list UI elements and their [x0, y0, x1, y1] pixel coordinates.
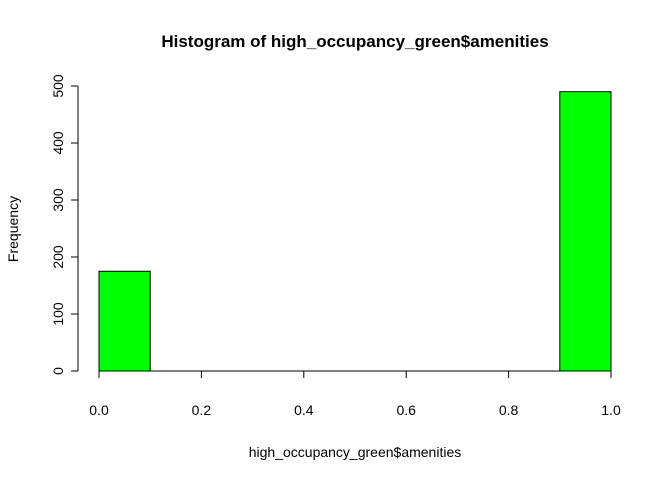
x-tick-label: 0.2 — [192, 402, 212, 418]
x-tick-label: 0.8 — [499, 402, 519, 418]
x-axis: 0.0 0.2 0.4 0.6 0.8 1.0 — [89, 370, 621, 418]
x-tick-label: 1.0 — [601, 402, 621, 418]
histogram-bar-0 — [98, 270, 151, 372]
x-tick-label: 0.6 — [396, 402, 416, 418]
y-tick-label: 100 — [50, 302, 66, 326]
y-axis: 0 100 200 300 400 500 — [50, 74, 79, 375]
y-tick-label: 300 — [50, 188, 66, 212]
x-tick-label: 0.0 — [89, 402, 109, 418]
chart-title: Histogram of high_occupancy_green$amenit… — [161, 32, 548, 51]
y-tick-label: 200 — [50, 245, 66, 269]
histogram-bar-9 — [559, 91, 612, 372]
y-tick-label: 500 — [50, 74, 66, 98]
x-axis-label: high_occupancy_green$amenities — [249, 444, 461, 460]
bars-group — [98, 91, 612, 372]
x-tick-label: 0.4 — [294, 402, 314, 418]
y-tick-label: 400 — [50, 131, 66, 155]
y-axis-label: Frequency — [5, 196, 21, 262]
y-tick-label: 0 — [50, 367, 66, 375]
